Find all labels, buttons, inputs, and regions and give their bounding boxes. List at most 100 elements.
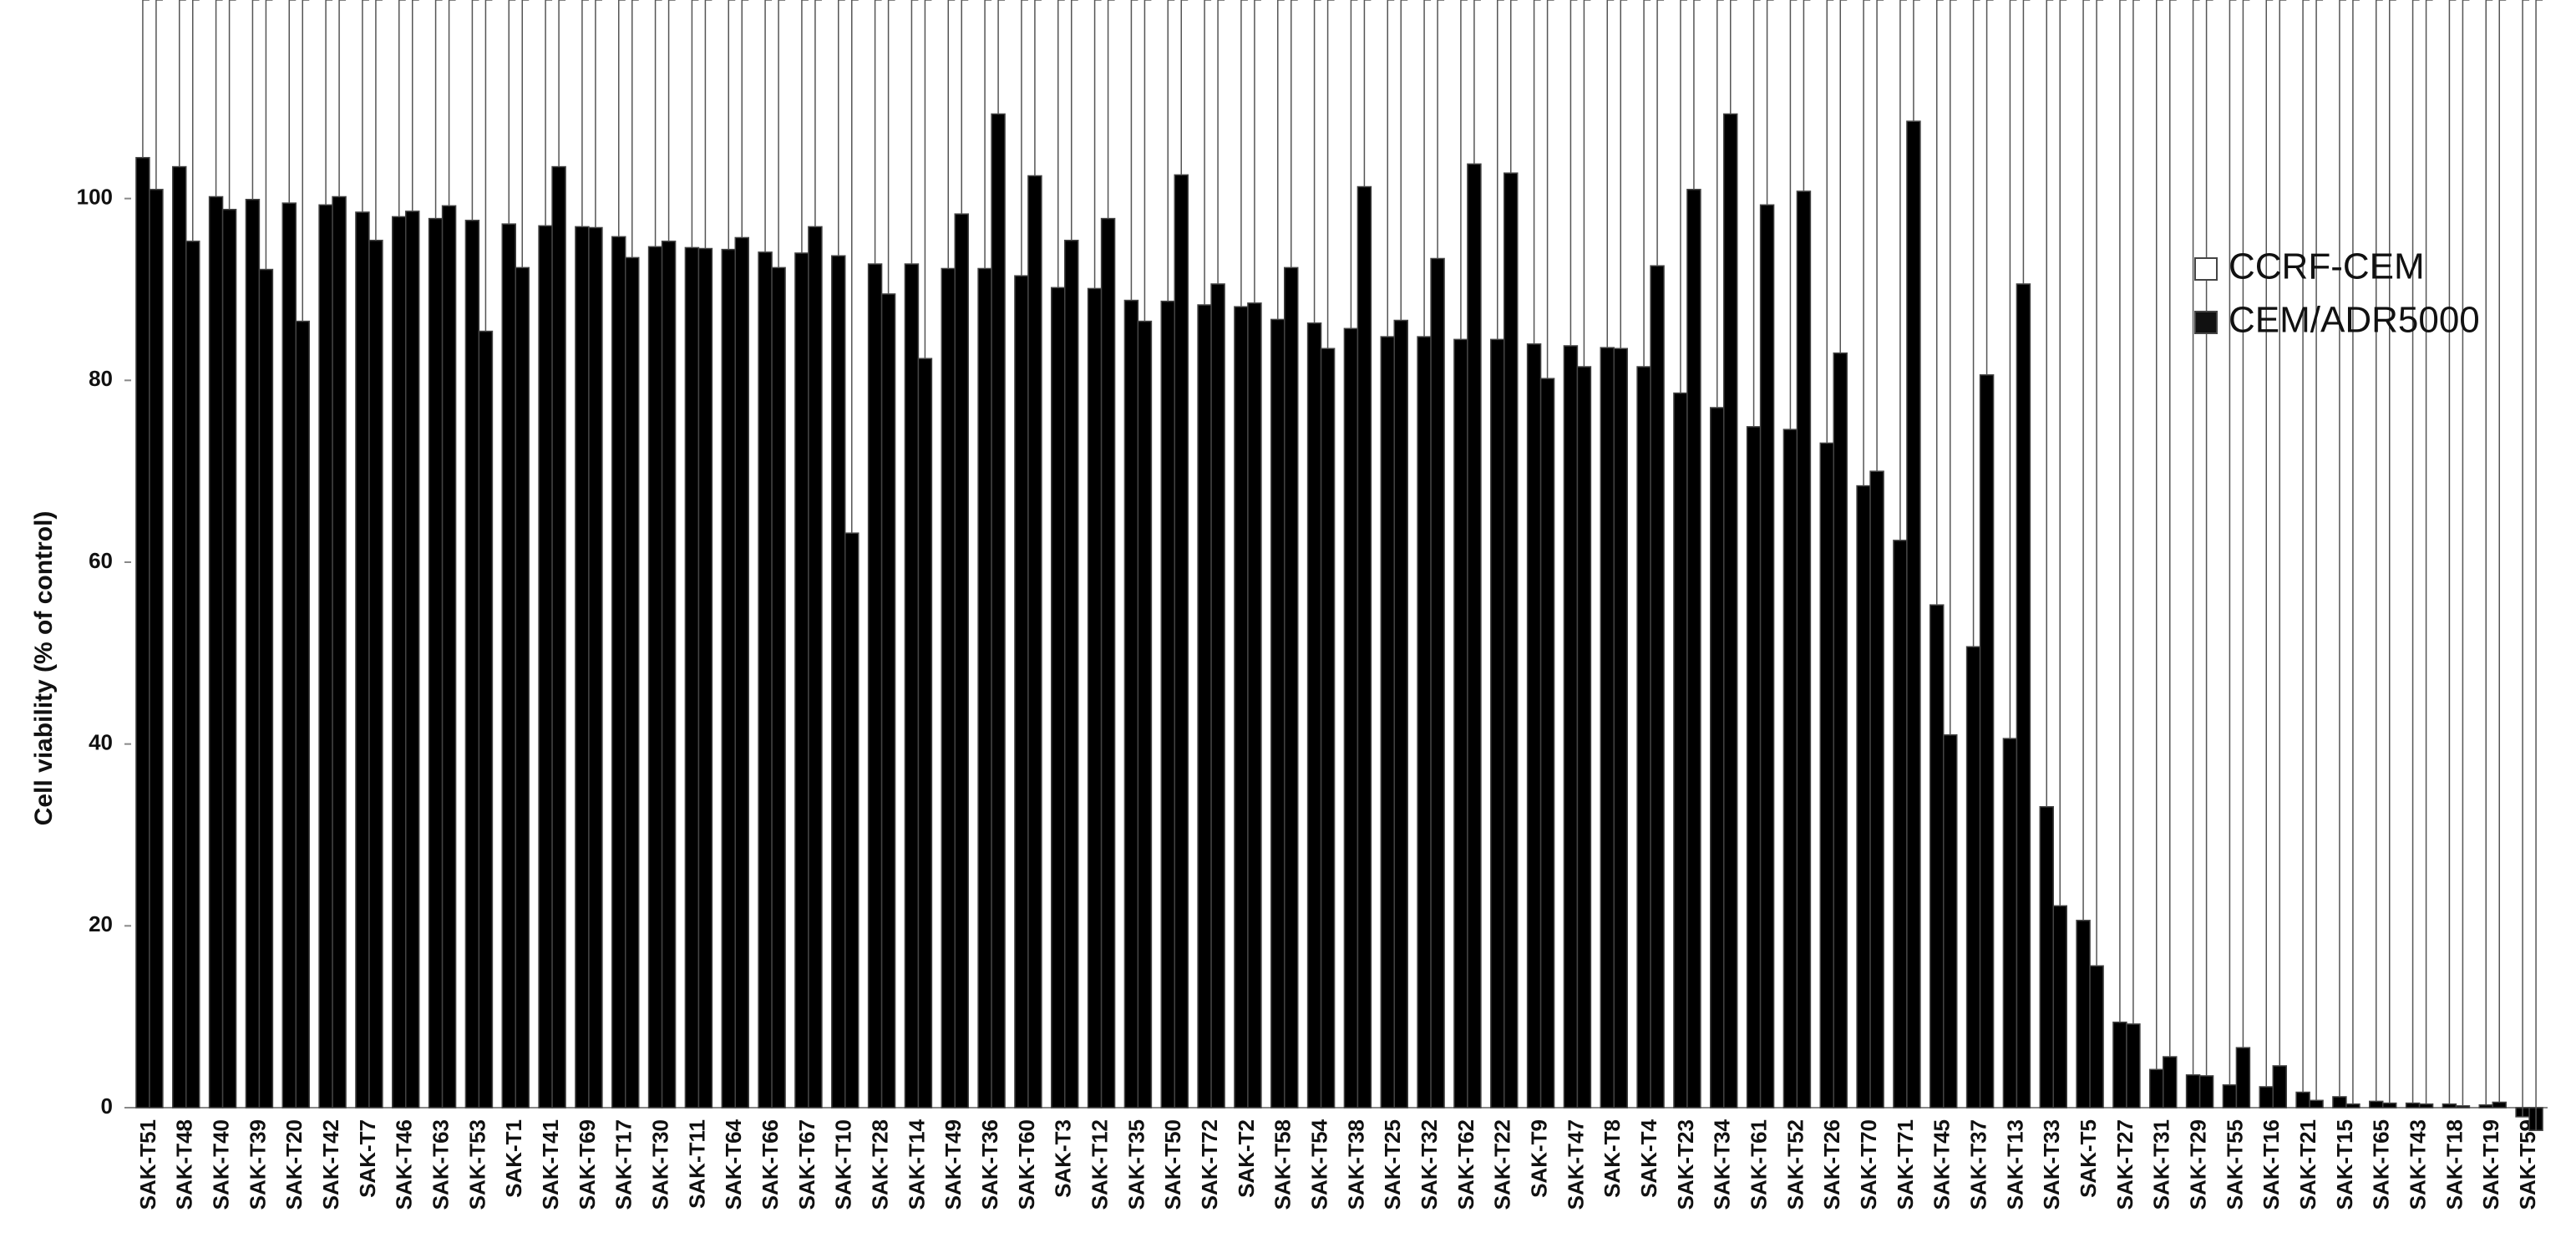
x-tick-label: SAK-T72: [1197, 1119, 1222, 1210]
bar: [647, 246, 663, 1109]
x-tick-label: SAK-T1: [501, 1119, 526, 1198]
bar: [1526, 343, 1542, 1109]
x-tick-label: SAK-T26: [1819, 1119, 1844, 1210]
bar: [221, 208, 237, 1109]
bar: [245, 199, 261, 1109]
x-tick-label: SAK-T71: [1893, 1119, 1918, 1210]
bar: [2418, 1103, 2434, 1109]
x-tick-label: SAK-T15: [2332, 1119, 2357, 1210]
x-tick-label: SAK-T37: [1965, 1119, 1990, 1210]
bar: [355, 211, 370, 1109]
x-tick-label: SAK-T12: [1087, 1119, 1112, 1210]
y-tick-label: 0: [101, 1093, 113, 1119]
bar: [295, 320, 310, 1109]
x-tick-label: SAK-T46: [392, 1119, 417, 1210]
bar: [332, 195, 347, 1109]
bar: [1906, 120, 1921, 1109]
legend-swatch: [2194, 311, 2218, 334]
x-tick-label: SAK-T66: [758, 1119, 783, 1210]
bar: [575, 226, 590, 1109]
legend-swatch: [2194, 257, 2218, 281]
x-tick-label: SAK-T20: [281, 1119, 307, 1210]
bar: [2126, 1023, 2141, 1109]
bar: [1600, 347, 1615, 1109]
x-tick-label: SAK-T3: [1051, 1119, 1076, 1198]
bar: [1356, 185, 1372, 1109]
x-tick-label: SAK-T8: [1600, 1119, 1625, 1198]
bar: [1723, 113, 1738, 1109]
bar: [2052, 905, 2067, 1109]
x-tick-label: SAK-T52: [1782, 1119, 1808, 1210]
bar: [2002, 738, 2018, 1109]
x-tick-label: SAK-T19: [2478, 1119, 2503, 1210]
bar: [991, 113, 1006, 1109]
bar: [1576, 366, 1592, 1109]
bar: [1539, 378, 1555, 1109]
bar: [2235, 1047, 2251, 1109]
bar: [1833, 352, 1848, 1109]
x-tick-label: SAK-T33: [2039, 1119, 2064, 1210]
bar: [2442, 1103, 2457, 1109]
legend-label: CEM/ADR5000: [2229, 300, 2480, 341]
bar: [2332, 1096, 2347, 1109]
x-tick-label: SAK-T34: [1710, 1119, 1735, 1210]
bar: [1174, 174, 1189, 1109]
bar: [501, 223, 516, 1109]
bar: [734, 236, 749, 1109]
bar: [1746, 426, 1762, 1109]
x-tick-label: SAK-T17: [611, 1119, 636, 1210]
bar: [1123, 299, 1139, 1109]
bar: [2369, 1100, 2384, 1109]
bar: [1943, 734, 1958, 1109]
x-tick-label: SAK-T60: [1014, 1119, 1039, 1210]
bar: [1650, 265, 1665, 1109]
bar: [428, 217, 444, 1109]
bar: [2185, 1074, 2201, 1109]
bar: [1686, 189, 1701, 1109]
x-tick-label: SAK-T61: [1746, 1119, 1771, 1210]
x-tick-label: SAK-T64: [721, 1119, 746, 1210]
x-tick-label: SAK-T47: [1563, 1119, 1588, 1210]
bar: [172, 165, 187, 1109]
bar: [2076, 920, 2091, 1109]
bar: [625, 256, 640, 1109]
bar: [2112, 1021, 2127, 1109]
x-tick-label: SAK-T11: [684, 1119, 709, 1209]
x-tick-label: SAK-T53: [464, 1119, 489, 1210]
bar: [464, 220, 480, 1109]
x-tick-label: SAK-T65: [2369, 1119, 2394, 1210]
bar: [2272, 1065, 2287, 1109]
bar: [758, 251, 773, 1109]
bar: [1137, 320, 1153, 1109]
bar: [1393, 319, 1408, 1109]
x-tick-label: SAK-T28: [867, 1119, 892, 1210]
x-tick-label: SAK-T45: [1929, 1119, 1955, 1210]
y-tick-label: 100: [77, 185, 113, 210]
bar: [1453, 338, 1468, 1109]
x-tick-label: SAK-T48: [172, 1119, 197, 1210]
bar: [1027, 175, 1042, 1109]
bar: [1504, 172, 1519, 1109]
bar: [880, 293, 896, 1109]
bar: [1613, 348, 1628, 1109]
bar: [1160, 300, 1175, 1109]
y-tick-label: 40: [89, 730, 113, 755]
y-axis-label: Cell viability (% of control): [30, 511, 58, 826]
x-tick-label: SAK-T69: [575, 1119, 600, 1210]
bar: [1320, 348, 1336, 1109]
bar: [1673, 392, 1688, 1109]
bar: [1064, 239, 1079, 1109]
bar: [1856, 485, 1871, 1109]
bar: [2455, 1105, 2471, 1109]
bar: [2259, 1086, 2274, 1109]
x-tick-label: SAK-T36: [977, 1119, 1002, 1210]
bar: [2492, 1101, 2507, 1109]
bar: [1210, 283, 1225, 1109]
bar: [1051, 287, 1066, 1109]
bar: [185, 241, 200, 1109]
bar: [1759, 204, 1775, 1109]
x-tick-label: SAK-T63: [428, 1119, 453, 1210]
x-tick-label: SAK-T29: [2185, 1119, 2210, 1210]
bar: [1782, 429, 1798, 1109]
bar: [2295, 1091, 2310, 1109]
